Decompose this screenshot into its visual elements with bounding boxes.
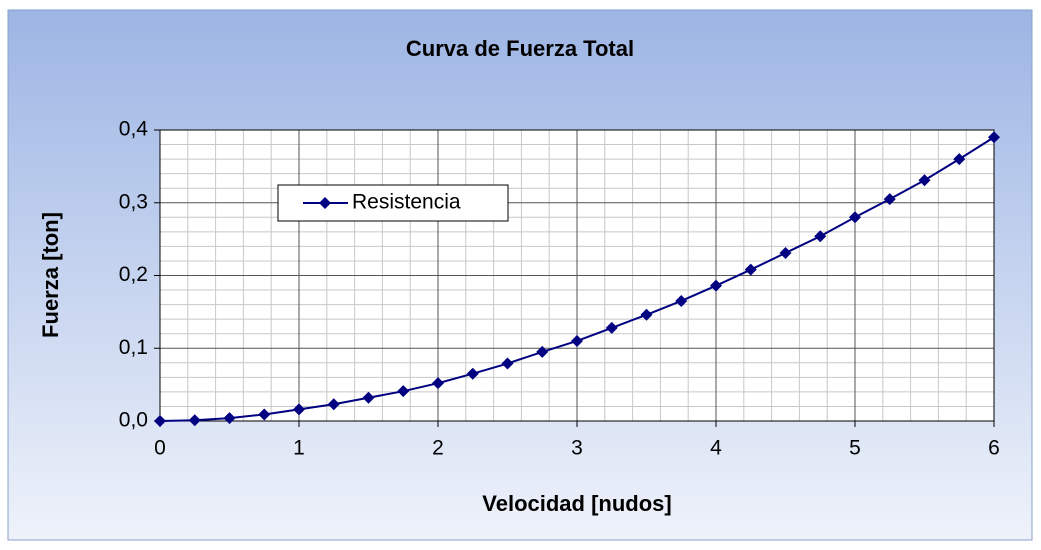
marker: [883, 193, 896, 206]
y-tick-label: 0,3: [119, 190, 148, 213]
marker: [154, 415, 166, 427]
x-tick-label: 1: [293, 437, 305, 460]
marker: [223, 412, 236, 425]
marker: [814, 230, 827, 243]
x-tick-label: 2: [432, 437, 444, 460]
marker: [918, 174, 931, 187]
plot-layer: 0 1 2 3 4 5 6 0,0 0,1 0,2 0,3 0,4 Resistencia: [119, 118, 1000, 460]
y-axis-label: Fuerza [ton]: [38, 212, 63, 338]
marker: [605, 321, 618, 334]
x-tick-label: 3: [571, 437, 583, 460]
marker: [293, 403, 305, 416]
marker: [188, 414, 201, 427]
y-tick-label: 0,1: [119, 336, 148, 359]
marker: [397, 385, 410, 398]
marker: [710, 279, 722, 292]
y-tick-label: 0,2: [119, 263, 148, 286]
y-tick-label: 0,0: [119, 409, 148, 432]
y-tick-label: 0,4: [119, 118, 149, 141]
legend-marker: [319, 197, 331, 209]
chart-title: Curva de Fuerza Total: [406, 36, 634, 61]
marker: [849, 211, 861, 224]
marker: [501, 357, 514, 370]
marker: [362, 391, 375, 404]
marker: [327, 398, 340, 411]
marker: [779, 246, 792, 259]
marker: [258, 408, 271, 421]
legend-label: Resistencia: [352, 191, 461, 214]
marker: [988, 131, 1000, 144]
marker: [640, 308, 653, 321]
marker: [675, 294, 688, 307]
plot-border: [159, 129, 995, 422]
marker: [536, 345, 549, 358]
x-tick-label: 4: [710, 437, 722, 460]
marker: [432, 377, 444, 390]
marker: [571, 334, 583, 347]
x-axis-label: Velocidad [nudos]: [482, 491, 671, 516]
x-tick-label: 5: [849, 437, 861, 460]
x-tick-label: 6: [988, 437, 1000, 460]
marker: [953, 153, 966, 166]
marker: [466, 367, 479, 380]
x-tick-label: 0: [154, 437, 166, 460]
marker: [744, 263, 757, 276]
